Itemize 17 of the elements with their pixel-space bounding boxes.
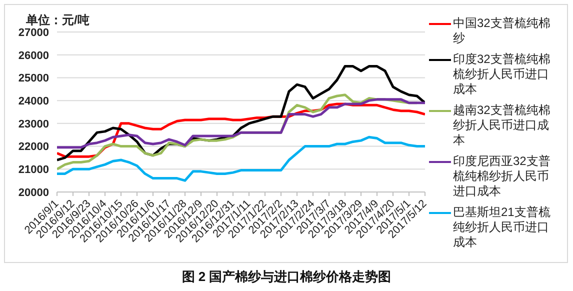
y-tick-label: 26000 xyxy=(18,50,49,62)
text: 图 2 国产棉纱与进口棉纱价格走势图 xyxy=(180,268,392,286)
legend-label: 越南32支普梳纯棉纱折人民币进口成本 xyxy=(453,103,552,148)
y-tick-label: 21000 xyxy=(18,164,49,176)
line-series xyxy=(57,98,425,149)
y-tick-label: 27000 xyxy=(18,26,49,39)
y-tick-label: 24000 xyxy=(18,95,49,108)
y-tick-label: 23000 xyxy=(18,118,49,130)
legend-label: 印度32支普梳纯棉梳纱折人民币进口成本 xyxy=(453,52,552,97)
line-series xyxy=(57,136,425,182)
legend-label: 中国32支普梳纯棉纱 xyxy=(453,16,552,46)
y-tick-label: 20000 xyxy=(18,186,49,199)
y-tick-label: 22000 xyxy=(18,141,49,154)
legend-label: 巴基斯坦21支普梳纯纱折人民币进口成本 xyxy=(453,205,552,250)
legend-label: 印度尼西亚32支普梳纯棉纱折人民币进口成本 xyxy=(453,154,552,199)
y-axis-title: 单位：元/吨 xyxy=(26,12,90,28)
y-tick-label: 25000 xyxy=(18,72,49,85)
